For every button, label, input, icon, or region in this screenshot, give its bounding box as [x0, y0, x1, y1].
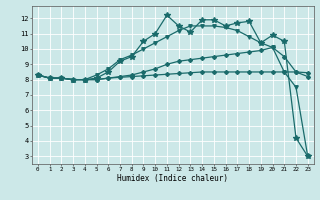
X-axis label: Humidex (Indice chaleur): Humidex (Indice chaleur) — [117, 174, 228, 183]
